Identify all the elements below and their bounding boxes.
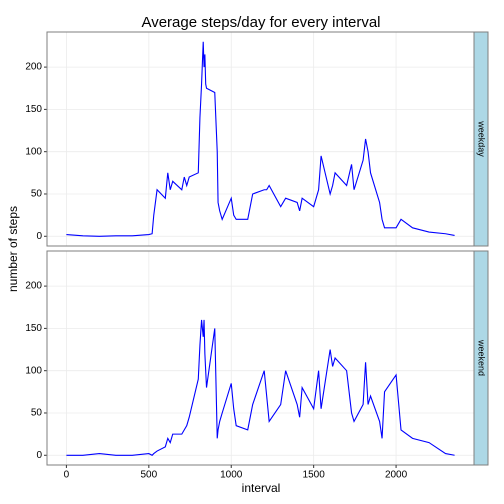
y-axis-label: number of steps: [6, 206, 20, 292]
panel-background: [47, 251, 474, 465]
data-line: [66, 319, 455, 456]
x-axis-label: interval: [242, 481, 281, 495]
strip: [473, 250, 489, 466]
strip-label: weekend: [477, 339, 487, 376]
y-tick-label: 200: [25, 281, 42, 292]
y-tick-label: 50: [31, 408, 43, 419]
chart-title: Average steps/day for every interval: [141, 14, 380, 31]
y-tick-label: 0: [36, 231, 42, 242]
x-tick-label: 0: [64, 470, 70, 481]
strip: [473, 31, 489, 247]
strip-label: weekday: [477, 120, 487, 157]
y-tick-label: 200: [25, 62, 42, 73]
y-tick-label: 100: [25, 365, 42, 376]
x-tick-label: 500: [140, 470, 157, 481]
x-tick-label: 1000: [220, 470, 243, 481]
panel-background: [47, 32, 474, 246]
x-tick-label: 2000: [385, 470, 408, 481]
x-tick-label: 1500: [303, 470, 326, 481]
y-tick-label: 150: [25, 323, 42, 334]
y-tick-label: 50: [31, 189, 43, 200]
data-line: [66, 41, 455, 237]
y-tick-label: 100: [25, 146, 42, 157]
y-tick-label: 150: [25, 104, 42, 115]
y-tick-label: 0: [36, 450, 42, 461]
